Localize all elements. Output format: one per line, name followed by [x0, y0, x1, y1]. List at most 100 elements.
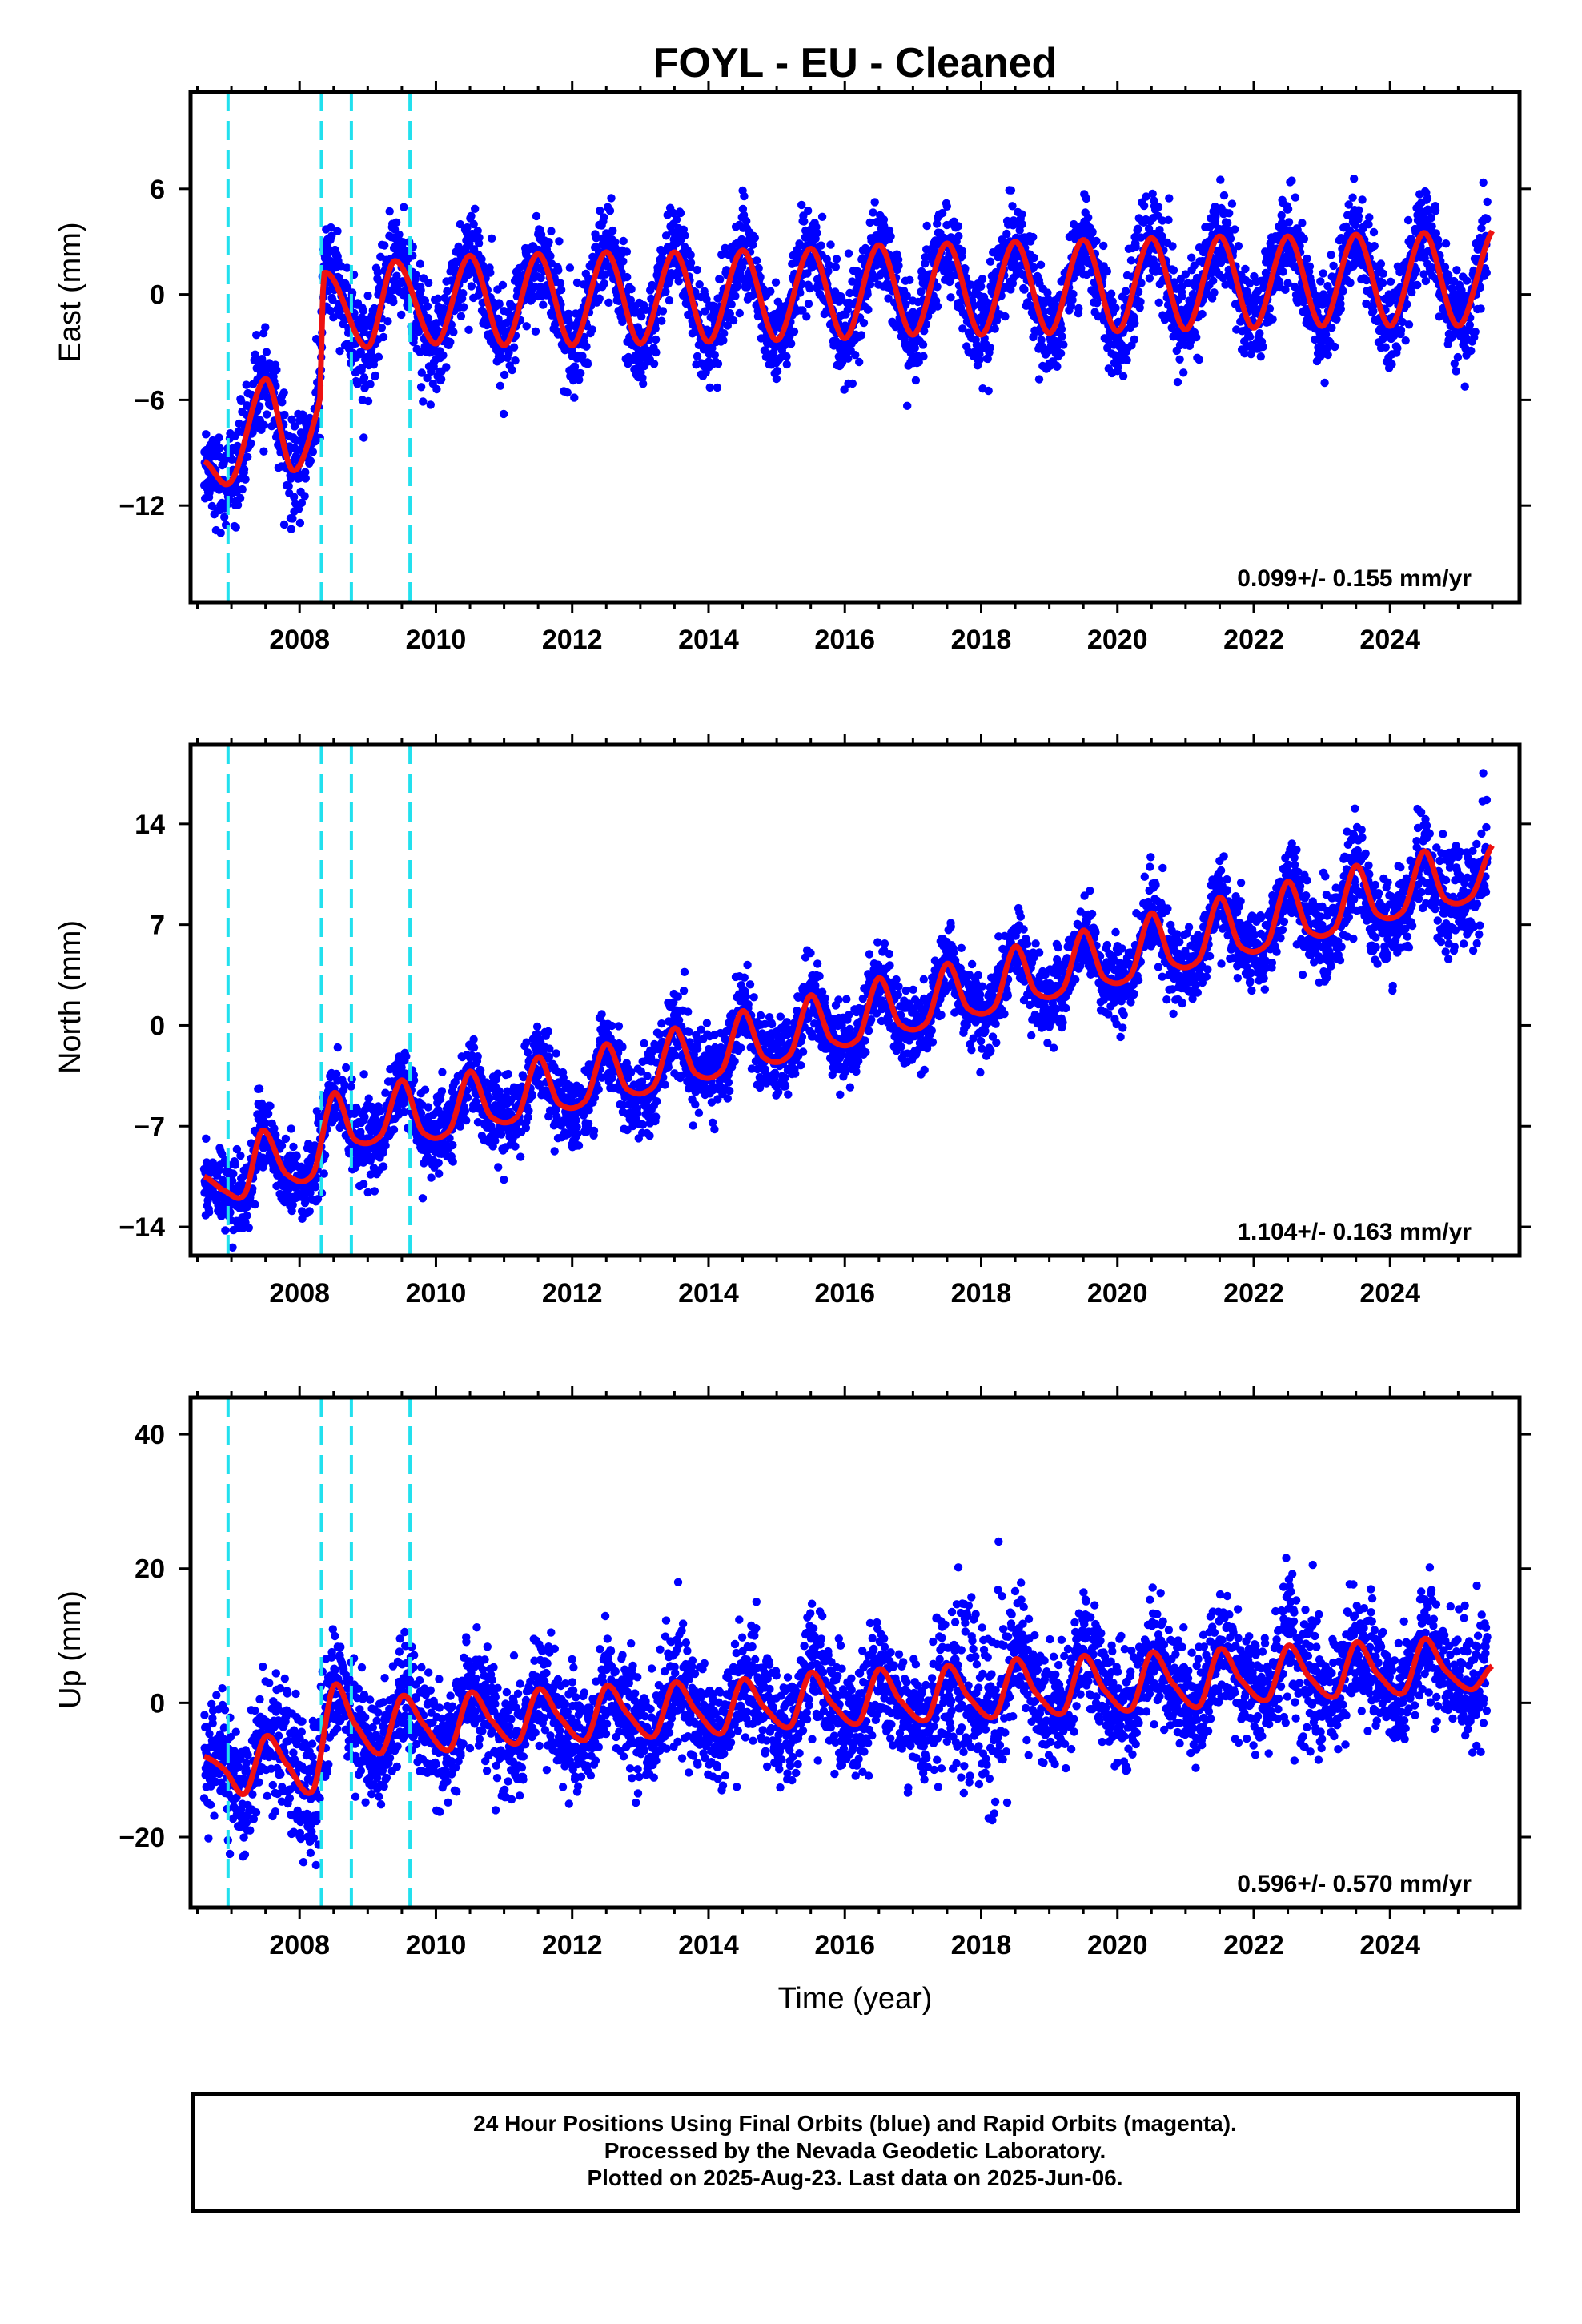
- data-point: [825, 261, 834, 270]
- data-point: [1126, 256, 1136, 265]
- data-point: [1130, 319, 1139, 328]
- data-point: [639, 380, 648, 388]
- data-point: [342, 1063, 351, 1072]
- data-point: [1118, 372, 1128, 380]
- data-point: [443, 287, 452, 296]
- data-point: [1139, 201, 1149, 211]
- data-point: [752, 256, 761, 265]
- data-point: [235, 493, 245, 503]
- data-point: [391, 218, 401, 227]
- data-point: [1029, 232, 1038, 242]
- data-point: [442, 363, 451, 372]
- data-point: [385, 207, 394, 216]
- data-point: [596, 207, 604, 215]
- data-point: [328, 296, 337, 304]
- data-point: [532, 211, 541, 221]
- data-point: [1231, 225, 1239, 234]
- data-point: [262, 348, 271, 356]
- data-point: [364, 1094, 373, 1103]
- data-point: [798, 306, 807, 315]
- data-point: [277, 1141, 287, 1150]
- data-point: [789, 327, 799, 336]
- data-point: [295, 518, 305, 528]
- data-point: [359, 433, 368, 442]
- data-point: [727, 300, 736, 309]
- data-point: [1358, 195, 1367, 204]
- data-point: [255, 1084, 264, 1093]
- data-point: [575, 376, 584, 384]
- data-point: [467, 282, 476, 291]
- data-point: [1134, 224, 1142, 233]
- data-point: [651, 335, 661, 344]
- data-point: [205, 1208, 214, 1216]
- data-point: [1210, 288, 1219, 297]
- data-point: [1057, 324, 1066, 334]
- data-point: [486, 268, 495, 277]
- data-point: [416, 348, 424, 356]
- data-point: [244, 1224, 253, 1232]
- data-point: [1168, 242, 1177, 251]
- data-point: [813, 228, 821, 238]
- data-point: [857, 331, 866, 340]
- data-point: [446, 337, 455, 347]
- data-point: [436, 375, 446, 384]
- data-point: [1268, 315, 1277, 324]
- data-point: [202, 1134, 211, 1144]
- data-point: [228, 1243, 237, 1252]
- data-point: [1320, 378, 1329, 388]
- data-point: [840, 385, 849, 394]
- data-point: [564, 316, 573, 325]
- data-point: [1413, 280, 1422, 290]
- data-point: [1245, 332, 1255, 341]
- data-point: [986, 343, 994, 352]
- data-point: [1179, 368, 1188, 377]
- data-point: [229, 1169, 238, 1178]
- data-point: [623, 272, 632, 282]
- data-point: [637, 312, 646, 321]
- data-point: [855, 357, 864, 367]
- data-point: [1299, 235, 1309, 243]
- data-point: [241, 475, 250, 484]
- data-point: [576, 368, 585, 378]
- data-point: [238, 485, 247, 494]
- data-point: [1305, 262, 1315, 271]
- data-point: [467, 211, 476, 220]
- data-point: [669, 208, 677, 218]
- data-point: [600, 279, 608, 288]
- data-point: [1192, 332, 1201, 342]
- data-point: [713, 360, 723, 368]
- data-point: [359, 1180, 368, 1188]
- data-point: [607, 194, 616, 203]
- data-point: [556, 285, 566, 295]
- data-point: [626, 296, 636, 304]
- data-point: [478, 261, 488, 270]
- data-point: [865, 218, 874, 227]
- data-point: [335, 347, 344, 356]
- data-point: [1287, 176, 1296, 185]
- data-point: [416, 259, 424, 268]
- data-point: [742, 216, 751, 226]
- data-point: [326, 256, 335, 265]
- x-tick-label: 2012: [542, 625, 603, 655]
- data-point: [259, 447, 268, 456]
- data-point: [750, 233, 759, 243]
- data-point: [693, 265, 701, 275]
- data-point: [439, 351, 448, 360]
- data-point: [248, 428, 257, 437]
- data-point: [371, 371, 379, 380]
- data-point: [459, 289, 468, 298]
- data-point: [1092, 236, 1101, 246]
- data-point: [817, 212, 827, 221]
- data-point: [978, 275, 987, 283]
- data-point: [661, 231, 671, 240]
- data-point: [243, 452, 252, 461]
- data-point: [495, 300, 504, 308]
- data-point: [290, 422, 299, 431]
- y-tick-label: −12: [118, 491, 165, 521]
- data-point: [357, 364, 367, 372]
- data-point: [720, 329, 729, 338]
- data-point: [1187, 253, 1196, 262]
- data-point: [619, 236, 628, 246]
- data-point: [817, 241, 825, 250]
- data-point: [251, 1200, 259, 1209]
